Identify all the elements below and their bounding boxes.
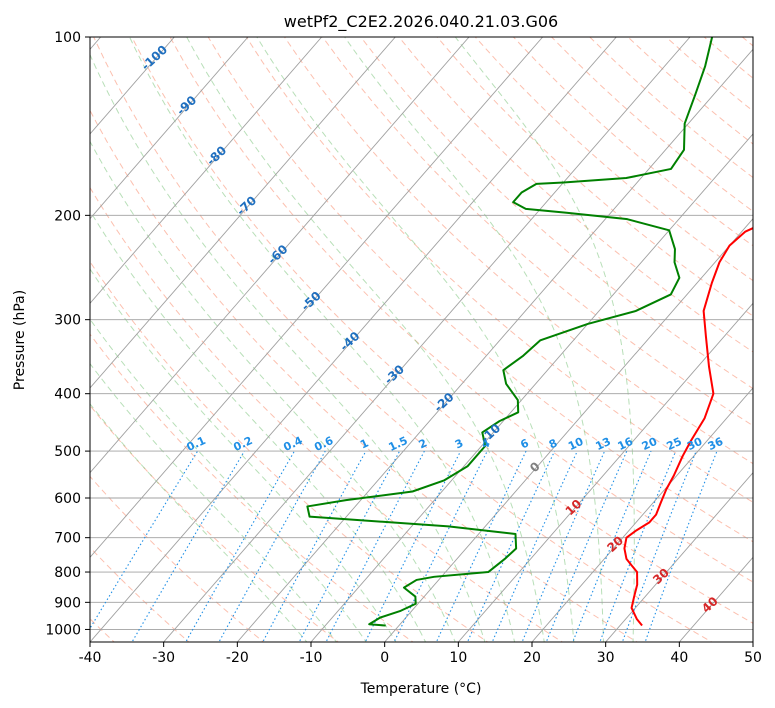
isotherm-line	[90, 37, 396, 389]
y-tick-label: 400	[54, 387, 81, 403]
x-tick-label: -40	[79, 650, 102, 666]
x-tick-label: 10	[449, 650, 467, 666]
x-tick-label: 20	[523, 650, 541, 666]
isotherm-line	[310, 133, 753, 642]
isotherm-line	[531, 387, 753, 642]
x-tick-label: 40	[670, 650, 688, 666]
x-tick-label: -10	[300, 650, 323, 666]
profile-lines	[306, 37, 753, 627]
moist-adiabat-line	[90, 140, 456, 642]
y-tick-label: 200	[54, 208, 81, 224]
y-tick-label: 500	[54, 444, 81, 460]
isotherm-line	[90, 37, 544, 559]
y-axis-label: Pressure (hPa)	[12, 290, 28, 390]
mixing-ratio-line	[572, 450, 652, 642]
y-tick-label: 700	[54, 531, 81, 547]
isotherm-line	[90, 37, 249, 220]
plot-frame	[89, 36, 754, 643]
dry-adiabat-line	[322, 37, 753, 427]
isotherm-line	[90, 37, 617, 642]
mixing-ratio-label: 16	[616, 435, 636, 453]
isotherm-line	[457, 302, 753, 642]
y-tick-label: 1000	[45, 622, 81, 638]
mixing-ratio-line	[298, 450, 401, 642]
temperature-profile	[623, 227, 753, 627]
x-tick-label: -30	[152, 650, 175, 666]
chart-title: wetPf2_C2E2.2026.040.21.03.G06	[284, 12, 558, 32]
moist-adiabat-line	[90, 318, 367, 642]
dry-adiabat-line	[245, 37, 753, 503]
mixing-ratio-line	[644, 450, 718, 642]
moist-adiabat-line	[90, 209, 427, 642]
x-axis-label: Temperature (°C)	[360, 681, 482, 697]
y-tick-label: 300	[54, 313, 81, 329]
isotherm-line	[90, 37, 470, 474]
mixing-ratio-line	[621, 450, 697, 642]
dry-adiabat-line	[398, 37, 753, 353]
mixing-ratio-label: 10	[566, 435, 586, 453]
y-tick-label: 100	[54, 30, 81, 46]
axes: -40 -30 -20 -10 0 10 20 30 40 50 100 200 300 400 500 60…	[45, 30, 762, 666]
y-tick-label: 800	[54, 565, 81, 581]
mixing-ratio-line	[262, 450, 367, 642]
mixing-ratio-line	[599, 450, 677, 642]
isotherm-line	[90, 37, 323, 304]
isotherm-line	[384, 217, 753, 642]
x-tick-label: 0	[380, 650, 389, 666]
y-tick-label: 900	[54, 595, 81, 611]
mixing-ratio-line	[435, 450, 527, 642]
mixing-ratio-line	[90, 450, 199, 630]
x-tick-label: -20	[226, 650, 249, 666]
moist-adiabat-line	[90, 268, 397, 642]
moist-adiabat-line	[90, 403, 308, 642]
mixing-ratio-line	[545, 450, 628, 642]
mixing-ratio-label: 13	[594, 435, 613, 453]
x-tick-label: 30	[597, 650, 615, 666]
dry-adiabat-line	[436, 37, 753, 317]
x-tick-label: 50	[744, 650, 762, 666]
dewpoint-profile	[306, 37, 714, 627]
mixing-ratio-line	[131, 450, 245, 642]
mixing-ratio-label: 25	[665, 435, 684, 453]
mixing-ratio-label: 36	[706, 435, 726, 453]
mixing-ratio-label: 20	[640, 435, 660, 453]
mixing-ratio-line	[325, 450, 425, 642]
isotherm-line	[605, 471, 753, 642]
mixing-ratio-label: 30	[685, 435, 705, 453]
dry-adiabat-line	[207, 37, 753, 543]
isotherm-line	[163, 37, 691, 642]
y-tick-label: 600	[54, 491, 81, 507]
dry-adiabat-line	[90, 404, 340, 642]
dry-adiabat-line	[169, 37, 753, 583]
dry-adiabat-line	[90, 186, 564, 642]
isotherm-line	[236, 48, 753, 642]
dry-adiabat-line	[360, 37, 753, 390]
background-lines	[90, 37, 753, 642]
